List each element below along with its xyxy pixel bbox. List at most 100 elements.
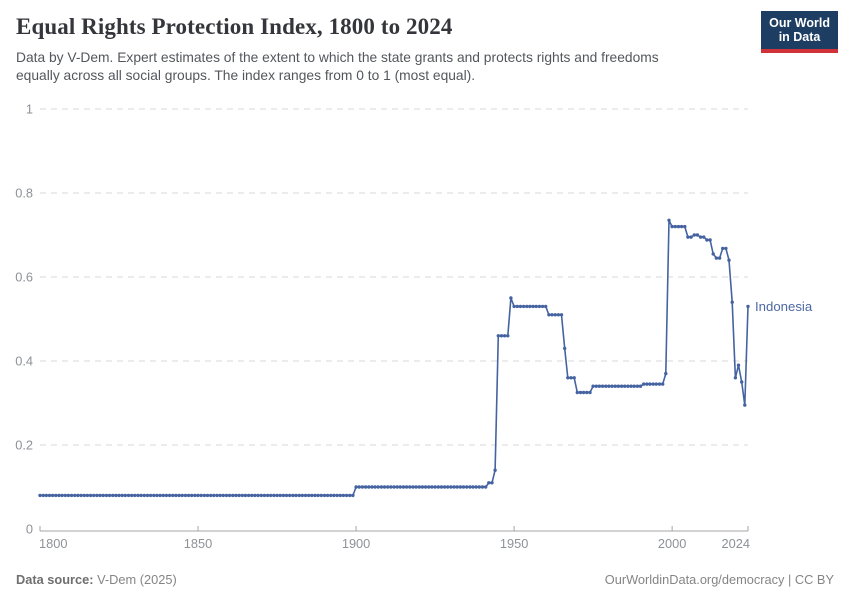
data-point[interactable] xyxy=(563,346,567,351)
data-point[interactable] xyxy=(329,493,333,498)
data-point[interactable] xyxy=(531,304,535,309)
data-point[interactable] xyxy=(493,468,497,472)
data-point[interactable] xyxy=(423,485,428,489)
data-point[interactable] xyxy=(679,224,684,229)
data-point[interactable] xyxy=(66,493,71,498)
data-point[interactable] xyxy=(234,493,238,498)
data-point[interactable] xyxy=(133,493,137,498)
data-point[interactable] xyxy=(686,235,690,239)
license-link[interactable]: CC BY xyxy=(794,572,834,587)
data-point[interactable] xyxy=(167,493,172,498)
data-point[interactable] xyxy=(420,485,425,489)
data-point[interactable] xyxy=(547,313,551,317)
data-point[interactable] xyxy=(414,485,418,489)
data-point[interactable] xyxy=(221,493,225,498)
data-point[interactable] xyxy=(227,493,232,498)
data-point[interactable] xyxy=(439,485,444,489)
data-point[interactable] xyxy=(341,493,346,498)
data-point[interactable] xyxy=(465,485,469,489)
data-point[interactable] xyxy=(626,384,630,388)
data-point[interactable] xyxy=(619,384,624,388)
data-point[interactable] xyxy=(107,493,112,498)
data-point[interactable] xyxy=(76,493,80,498)
data-point[interactable] xyxy=(664,371,668,376)
data-point[interactable] xyxy=(455,485,459,489)
data-point[interactable] xyxy=(708,238,712,242)
data-point[interactable] xyxy=(721,246,725,251)
data-point[interactable] xyxy=(528,304,532,309)
data-point[interactable] xyxy=(468,485,472,489)
data-point[interactable] xyxy=(288,493,292,498)
data-point[interactable] xyxy=(452,485,456,489)
data-point[interactable] xyxy=(253,493,257,498)
data-point[interactable] xyxy=(240,493,244,498)
data-point[interactable] xyxy=(471,485,475,489)
data-point[interactable] xyxy=(344,493,349,498)
data-point[interactable] xyxy=(73,493,77,498)
data-point[interactable] xyxy=(506,334,510,338)
data-point[interactable] xyxy=(161,493,165,498)
data-point[interactable] xyxy=(667,218,671,222)
data-point[interactable] xyxy=(689,235,693,239)
data-point[interactable] xyxy=(174,493,178,498)
data-point[interactable] xyxy=(670,224,674,229)
data-point[interactable] xyxy=(613,384,617,388)
data-point[interactable] xyxy=(746,304,750,309)
data-point[interactable] xyxy=(572,376,576,380)
data-point[interactable] xyxy=(382,485,387,489)
data-point[interactable] xyxy=(638,384,643,388)
data-point[interactable] xyxy=(250,493,254,498)
data-point[interactable] xyxy=(275,493,279,498)
data-point[interactable] xyxy=(130,493,134,498)
data-point[interactable] xyxy=(148,493,153,498)
data-point[interactable] xyxy=(202,493,207,498)
data-point[interactable] xyxy=(629,384,633,388)
owid-logo[interactable]: Our World in Data xyxy=(761,11,838,53)
data-point[interactable] xyxy=(623,384,627,388)
data-point[interactable] xyxy=(215,493,219,498)
data-point[interactable] xyxy=(171,493,175,498)
data-point[interactable] xyxy=(272,493,276,498)
data-point[interactable] xyxy=(480,485,485,489)
data-point[interactable] xyxy=(60,493,64,498)
data-point[interactable] xyxy=(509,296,513,300)
data-point[interactable] xyxy=(695,233,700,237)
data-point[interactable] xyxy=(291,493,295,498)
data-point[interactable] xyxy=(540,304,545,309)
data-point[interactable] xyxy=(673,224,677,229)
data-point[interactable] xyxy=(556,313,561,317)
data-point[interactable] xyxy=(44,493,48,498)
data-point[interactable] xyxy=(575,390,579,395)
data-point[interactable] xyxy=(237,493,241,498)
data-point[interactable] xyxy=(736,363,741,367)
data-point[interactable] xyxy=(588,390,592,395)
data-point[interactable] xyxy=(490,481,494,485)
data-point[interactable] xyxy=(566,376,570,380)
entity-label[interactable]: Indonesia xyxy=(755,299,813,314)
data-point[interactable] xyxy=(436,485,440,489)
data-point[interactable] xyxy=(325,493,330,498)
data-point[interactable] xyxy=(357,485,361,489)
data-point[interactable] xyxy=(38,493,42,498)
data-point[interactable] xyxy=(610,384,614,388)
data-point[interactable] xyxy=(430,485,434,489)
data-point[interactable] xyxy=(676,224,681,229)
data-point[interactable] xyxy=(370,485,374,489)
data-point[interactable] xyxy=(177,493,181,498)
data-point[interactable] xyxy=(205,493,210,498)
data-point[interactable] xyxy=(651,382,655,386)
data-point[interactable] xyxy=(190,493,194,498)
data-point[interactable] xyxy=(152,493,156,498)
data-point[interactable] xyxy=(461,485,466,489)
data-point[interactable] xyxy=(578,390,583,395)
data-point[interactable] xyxy=(544,304,548,309)
data-point[interactable] xyxy=(123,493,128,498)
data-point[interactable] xyxy=(730,300,734,304)
data-point[interactable] xyxy=(98,493,102,498)
data-point[interactable] xyxy=(111,493,115,498)
data-point[interactable] xyxy=(332,493,336,498)
data-point[interactable] xyxy=(335,493,339,498)
data-point[interactable] xyxy=(294,493,298,498)
data-point[interactable] xyxy=(41,493,45,498)
data-point[interactable] xyxy=(585,390,589,395)
